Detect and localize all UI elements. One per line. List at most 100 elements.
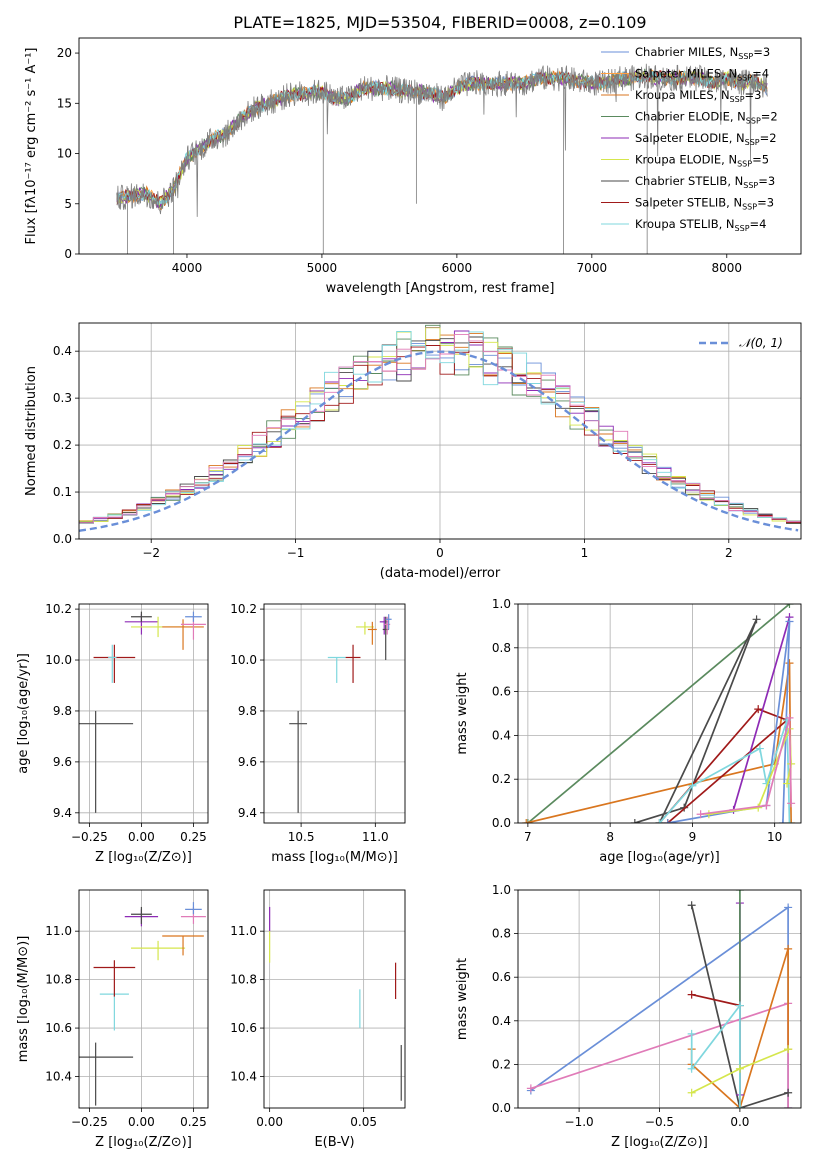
weight-point-marker [696,810,705,819]
legend-entry: Salpeter MILES, NSSP=4 [635,67,769,83]
y-tick-label: 10.4 [230,1070,257,1084]
y-tick-label: 0.6 [492,685,511,699]
x-tick-label: −1.0 [565,1115,594,1129]
x-tick-label: −2 [142,546,160,560]
y-tick-label: 0.2 [492,772,511,786]
mass_vs_EBV-panel: 0.00 0.05 10.4 10.6 10.8 11.0 E(B-V) [230,889,406,1150]
y-tick-label: 0.3 [53,391,72,405]
spectrum-plot-area [116,63,768,254]
weight-point-marker [735,890,744,894]
y-axis-label: Flux [fλ10⁻¹⁷ erg cm⁻² s⁻¹ A⁻¹] [24,48,39,245]
weight-point-marker [688,781,697,790]
x-tick-label: 0.00 [128,830,155,844]
y-tick-label: 0.0 [53,532,72,546]
legend-entry: Chabrier MILES, NSSP=3 [635,45,770,61]
weight-point-marker [787,819,796,823]
weight-point-marker [784,903,793,912]
weight-point-marker [687,901,696,910]
weight-point-marker [784,944,793,953]
y-tick-label: 0.1 [53,485,72,499]
x-tick-label: 11.0 [362,830,389,844]
y-tick-label: 9.6 [238,755,257,769]
weight-series-line [690,1002,741,1108]
y-tick-label: 9.4 [53,806,72,820]
weight_vs_age-panel: 7 8 9 10 0.0 0.2 0.4 0.6 0.8 1.0 age [log₁₀(age/yr… [455,597,802,865]
weight-point-marker [687,1064,696,1073]
x-axis-label: Z [log₁₀(Z/Z⊙)] [95,850,192,865]
legend-entry: Kroupa STELIB, NSSP=4 [635,217,766,233]
x-tick-label: 5000 [307,261,338,275]
axes-frame [78,603,209,824]
axes-frame [517,889,802,1109]
weight-point-marker [762,801,771,810]
weight-point-marker [785,659,794,668]
weight-point-marker [785,617,794,626]
x-tick-label: −0.25 [71,830,108,844]
spectrum-panel: 4000 5000 6000 7000 8000 0 5 10 15 20 wavelength [… [24,37,802,296]
weight-point-marker [787,799,796,808]
x-axis-label: Z [log₁₀(Z/Z⊙)] [611,1135,708,1150]
mass_vs_Z-plot-area [79,902,206,1106]
histogram-series [79,331,801,524]
residuals-panel: −2 −1 0 1 2 0.0 0.1 0.2 0.3 0.4 (data-model)/error… [24,322,802,581]
y-axis-label: Normed distribution [24,366,39,496]
x-tick-label: 6000 [442,261,473,275]
y-tick-label: 9.6 [53,755,72,769]
weight_vs_Z-panel: −1.0 −0.5 0.0 0.0 0.2 0.4 0.6 0.8 1.0 Z [log₁₀(Z/… [455,883,802,1150]
y-axis-label: mass weight [455,672,470,754]
y-tick-label: 10 [57,147,72,161]
y-tick-label: 9.4 [238,806,257,820]
axes-frame [517,603,802,824]
y-tick-label: 11.0 [230,924,257,938]
x-tick-label: 7 [524,830,532,844]
axes-frame [263,603,406,824]
weight-point-marker [735,1104,744,1108]
y-tick-label: 0.2 [492,1057,511,1071]
age_vs_mass-plot-area [289,614,392,813]
y-axis-label: mass weight [455,958,470,1040]
weight-point-marker [655,819,664,823]
x-axis-label: age [log₁₀(age/yr)] [599,850,720,865]
residuals-plot-area [79,324,801,532]
x-tick-label: 0.00 [256,1115,283,1129]
y-axis-label: age [log₁₀(age/yr)] [16,653,31,774]
legend-entry: 𝒩(0, 1) [739,336,783,350]
weight-point-marker [687,1088,696,1097]
x-tick-label: 9 [689,830,697,844]
x-tick-label: 8000 [712,261,743,275]
weight-series-line [526,662,792,823]
y-tick-label: 0 [64,247,72,261]
x-axis-label: E(B-V) [314,1135,354,1150]
axes-frame [78,37,802,255]
weight-point-marker [663,819,672,823]
x-tick-label: 2 [725,546,733,560]
weight-series-line [658,708,789,823]
y-tick-label: 0.6 [492,970,511,984]
x-tick-label: 7000 [577,261,608,275]
legend-entry: Chabrier STELIB, NSSP=3 [635,174,775,190]
age_vs_Z-panel: −0.25 0.00 0.25 9.4 9.6 9.8 10.0 10.2 Z [log₁₀(Z… [16,602,209,865]
weight-point-marker [735,1001,744,1010]
weight-point-marker [630,819,639,823]
x-tick-label: 0.25 [180,830,207,844]
age_vs_Z-plot-area [79,611,206,813]
weight-point-marker [526,1084,535,1093]
legend-entry: Chabrier ELODIE, NSSP=2 [635,110,778,126]
weight-point-marker [784,1045,793,1054]
x-tick-label: −1 [287,546,305,560]
x-tick-label: 0 [436,546,444,560]
y-tick-label: 0.0 [492,1101,511,1115]
axes-frame [78,889,209,1109]
weight-point-marker [755,744,764,753]
normal-curve [79,350,799,532]
y-tick-label: 10.2 [45,602,72,616]
spectrum-observed-line [116,63,768,217]
x-tick-label: −0.5 [645,1115,674,1129]
x-axis-label: Z [log₁₀(Z/Z⊙)] [95,1135,192,1150]
x-tick-label: 4000 [172,261,203,275]
y-tick-label: 0.4 [53,344,72,358]
y-tick-label: 0.4 [492,1014,511,1028]
x-tick-label: 1 [581,546,589,560]
y-tick-label: 10.4 [45,1070,72,1084]
